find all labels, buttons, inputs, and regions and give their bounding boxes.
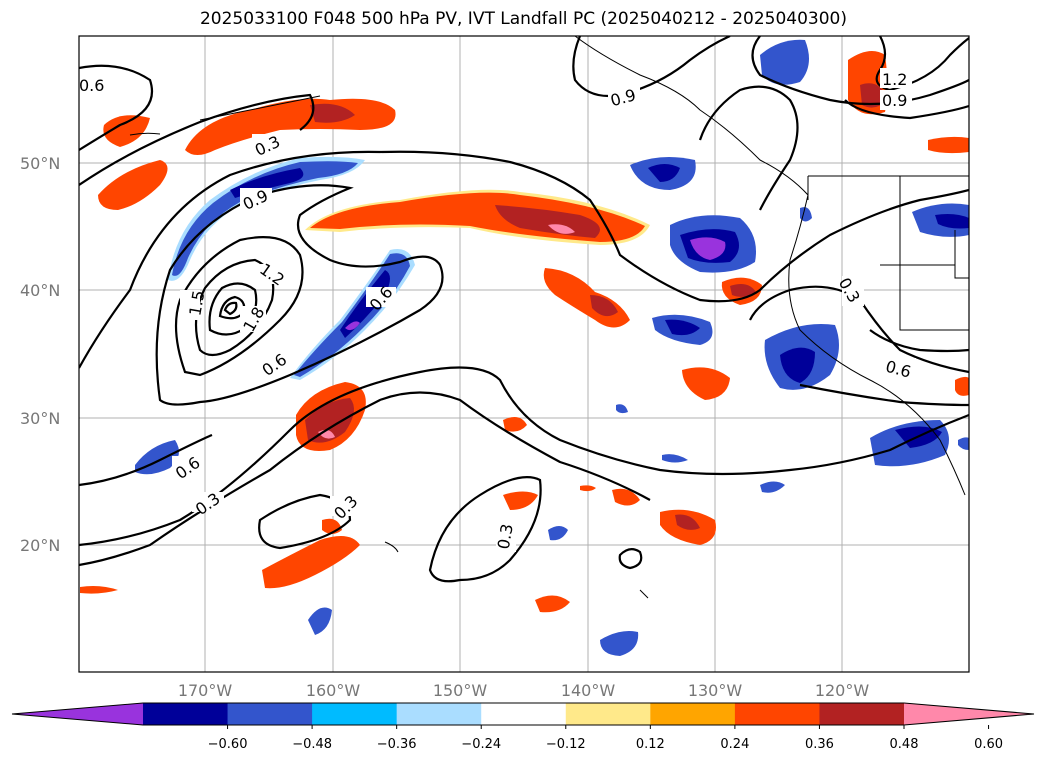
ivt-positive-anomalies	[80, 51, 969, 613]
colorbar-cell	[312, 703, 398, 725]
colorbar-cell	[396, 703, 482, 725]
colorbar-cell	[143, 703, 229, 725]
colorbar-tick-label: −0.60	[208, 737, 248, 752]
colorbar-extend-left	[12, 703, 143, 725]
longitude-labels: 170°W 160°W 150°W 140°W 130°W 120°W	[178, 681, 870, 700]
colorbar-cell	[734, 703, 820, 725]
colorbar-cell	[650, 703, 736, 725]
lon-label-140w: 140°W	[561, 681, 616, 700]
colorbar-tick-label: 0.12	[636, 737, 665, 752]
colorbar-cell	[565, 703, 651, 725]
ivt-negative-anomalies	[135, 39, 969, 656]
contour-label: 0.9	[882, 91, 907, 110]
colorbar-tick-label: −0.12	[546, 737, 586, 752]
lat-label-20n: 20°N	[20, 536, 60, 555]
colorbar-tick-label: 0.36	[805, 737, 834, 752]
latitude-labels: 50°N 40°N 30°N 20°N	[20, 154, 60, 555]
colorbar-cell	[819, 703, 905, 725]
colorbar-tick-label: 0.60	[974, 737, 1003, 752]
lon-label-170w: 170°W	[178, 681, 233, 700]
colorbar-tick-label: 0.24	[720, 737, 749, 752]
colorbar-cell	[481, 703, 567, 725]
lat-label-40n: 40°N	[20, 281, 60, 300]
figure-title: 2025033100 F048 500 hPa PV, IVT Landfall…	[199, 9, 847, 29]
colorbar-cell	[227, 703, 313, 725]
lon-label-150w: 150°W	[433, 681, 488, 700]
colorbar-extend-right	[904, 703, 1034, 725]
colorbar-tick-label: −0.48	[292, 737, 332, 752]
lat-label-50n: 50°N	[20, 154, 60, 173]
map-frame	[78, 35, 970, 673]
lon-label-160w: 160°W	[306, 681, 361, 700]
contour-label: 0.6	[79, 76, 104, 95]
colorbar-tick-label: −0.24	[461, 737, 501, 752]
lon-label-130w: 130°W	[688, 681, 743, 700]
colorbar-tick-label: 0.48	[890, 737, 919, 752]
contour-label: 1.5	[185, 289, 208, 317]
contour-label: 1.2	[882, 70, 907, 89]
contour-label: 0.3	[494, 522, 517, 550]
colorbar-tick-label: −0.36	[377, 737, 417, 752]
colorbar: −0.60 −0.48 −0.36 −0.24 −0.12 0.12 0.24 0.36 0.4…	[11, 702, 1035, 752]
lon-label-120w: 120°W	[815, 681, 870, 700]
lat-label-30n: 30°N	[20, 409, 60, 428]
